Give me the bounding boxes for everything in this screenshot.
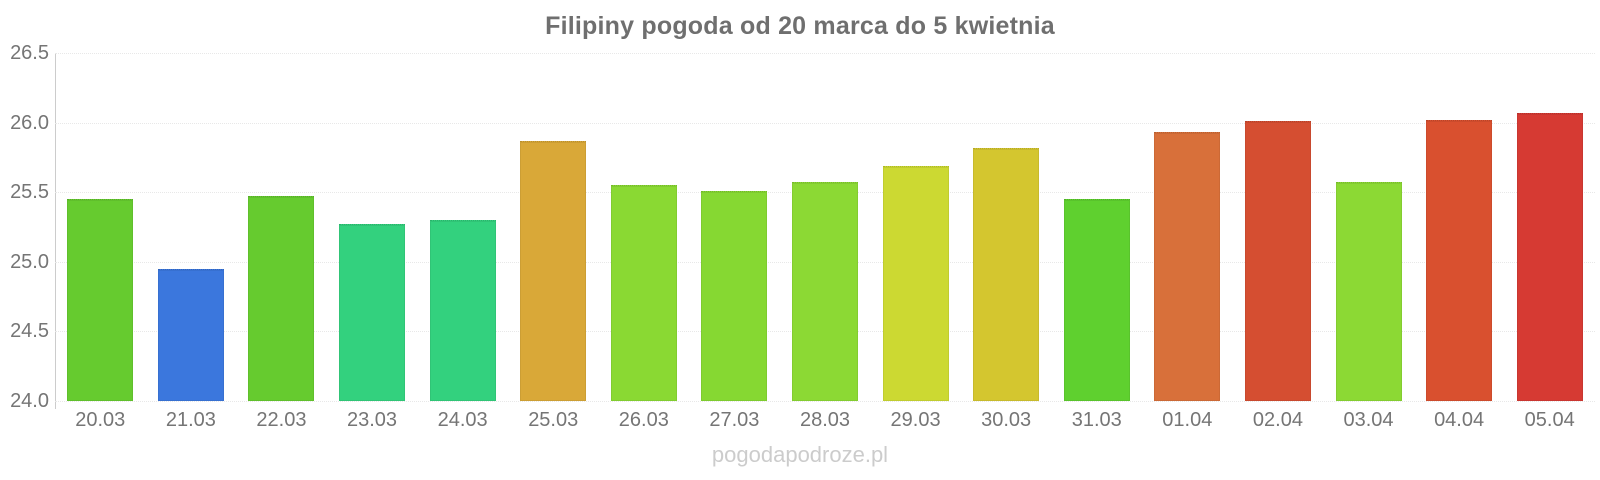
x-tick-label: 31.03 — [1071, 409, 1122, 431]
y-tick-label: 24.0 — [10, 390, 49, 412]
bar-24.03 — [429, 220, 496, 401]
x-tick-label: 21.03 — [165, 409, 216, 431]
y-tick-label: 26.5 — [10, 42, 49, 64]
bar-05.04 — [1516, 112, 1583, 401]
x-tick-label: 01.04 — [1162, 409, 1213, 431]
x-tick-label: 29.03 — [890, 409, 941, 431]
bar-31.03 — [1063, 199, 1130, 401]
bar-28.03 — [792, 182, 858, 401]
bar-27.03 — [701, 190, 768, 401]
y-tick-label: 25.0 — [10, 250, 49, 273]
x-tick-label: 03.04 — [1343, 409, 1394, 431]
x-tick-label: 26.03 — [618, 409, 669, 431]
bar-20.03 — [67, 199, 134, 401]
bar-26.03 — [610, 185, 677, 401]
bar-25.03 — [520, 140, 587, 401]
bar-30.03 — [973, 147, 1040, 401]
x-tick-label: 30.03 — [981, 409, 1032, 431]
x-tick-label: 04.04 — [1434, 409, 1485, 431]
bar-22.03 — [248, 196, 315, 401]
plot-area: 26.5 26.0 25.5 25.0 24.5 24.0 20.03 21.03 22.03 2… — [10, 43, 1595, 431]
gridline-26.5 — [55, 53, 1595, 54]
x-tick-label: 24.03 — [437, 409, 488, 431]
y-tick-label: 24.5 — [10, 320, 49, 343]
bar-23.03 — [339, 224, 406, 401]
bar-29.03 — [882, 165, 949, 401]
bar-04.04 — [1426, 119, 1493, 401]
x-tick-label: 02.04 — [1252, 409, 1303, 431]
y-axis-line — [55, 53, 56, 409]
watermark: pogodapodroze.pl — [711, 442, 889, 467]
bar-02.04 — [1244, 121, 1311, 401]
x-tick-label: 25.03 — [528, 409, 579, 431]
x-tick-label: 27.03 — [709, 409, 760, 431]
bar-01.04 — [1154, 132, 1221, 401]
chart-title: Filipiny pogoda od 20 marca do 5 kwietni… — [545, 12, 1055, 40]
x-tick-label: 28.03 — [799, 409, 851, 431]
x-tick-label: 20.03 — [75, 409, 126, 431]
x-tick-label: 23.03 — [347, 409, 398, 431]
bar-03.04 — [1335, 182, 1402, 401]
y-tick-label: 25.5 — [10, 181, 49, 204]
x-tick-label: 22.03 — [256, 409, 307, 431]
gridline-24.0 — [55, 401, 1595, 402]
gridline-26.0 — [55, 122, 1595, 124]
y-tick-label: 26.0 — [10, 111, 49, 134]
x-tick-label: 05.04 — [1524, 409, 1575, 431]
bar-21.03 — [157, 268, 224, 401]
